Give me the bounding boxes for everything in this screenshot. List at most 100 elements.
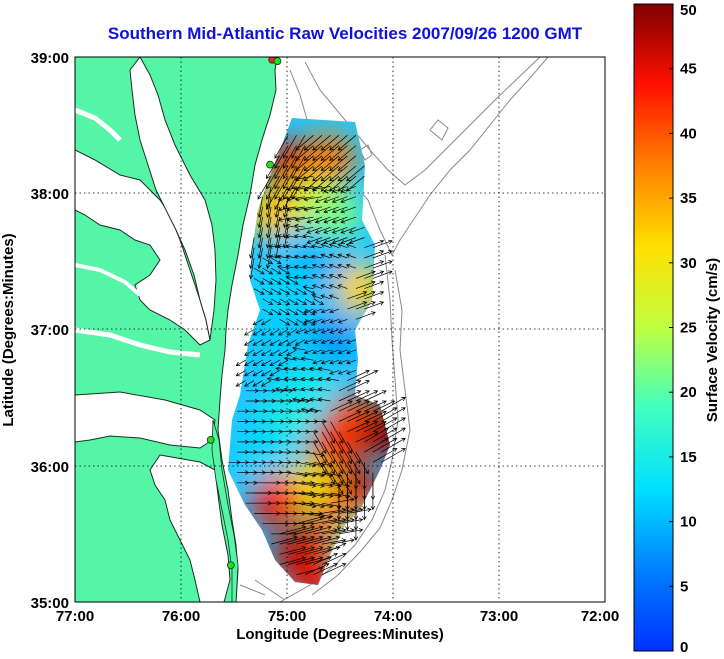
velocity-arrow — [292, 356, 306, 361]
velocity-arrow — [262, 298, 274, 305]
velocity-arrow — [345, 243, 357, 249]
velocity-arrow — [364, 390, 387, 402]
x-tick-label: 77:00 — [56, 608, 94, 625]
velocity-arrow — [329, 359, 340, 365]
velocity-arrow — [248, 247, 255, 270]
velocity-arrow — [275, 387, 289, 392]
velocity-arrow — [355, 451, 369, 475]
velocity-arrow — [320, 253, 331, 259]
velocity-arrow — [286, 186, 306, 192]
velocity-arrow — [283, 135, 297, 159]
velocity-arrow — [235, 370, 246, 377]
velocity-arrow — [303, 165, 323, 182]
velocity-arrow — [270, 278, 282, 285]
velocity-arrow — [303, 175, 323, 192]
velocity-arrow — [347, 462, 361, 485]
velocity-arrow — [323, 206, 340, 214]
velocity-arrow — [306, 237, 323, 244]
velocity-arrow — [293, 234, 306, 239]
velocity-arrow — [274, 186, 289, 210]
colorbar-tick-label: 35 — [680, 190, 697, 207]
velocity-arrow — [331, 237, 348, 244]
velocity-arrow — [320, 145, 340, 161]
velocity-arrow — [347, 369, 370, 381]
velocity-arrow — [337, 349, 348, 355]
velocity-arrow — [260, 349, 272, 356]
colorbar-tick-label: 45 — [680, 61, 697, 78]
velocity-arrow — [283, 155, 297, 180]
velocity-arrow — [295, 155, 314, 172]
velocity-arrow — [277, 216, 297, 222]
velocity-arrow — [265, 247, 272, 270]
velocity-arrow — [304, 563, 330, 576]
map-title: Southern Mid-Atlantic Raw Velocities 200… — [108, 24, 583, 43]
velocity-arrow — [372, 270, 393, 279]
velocity-arrow — [331, 226, 348, 234]
velocity-arrow — [355, 400, 379, 412]
velocity-arrow — [338, 517, 364, 525]
grid-lines — [75, 57, 605, 602]
y-tick-label: 35:00 — [31, 595, 69, 612]
velocity-arrow — [244, 380, 255, 387]
velocity-arrow — [269, 370, 280, 377]
velocity-arrow — [300, 376, 314, 382]
x-tick-label: 76:00 — [162, 608, 200, 625]
velocity-arrow — [302, 264, 314, 270]
velocity-arrow — [292, 387, 306, 392]
velocity-cell — [303, 133, 356, 186]
velocity-arrow — [311, 263, 323, 269]
velocity-arrow — [340, 186, 357, 193]
velocity-arrow — [294, 226, 314, 233]
velocity-arrow — [265, 227, 272, 249]
velocity-arrow — [312, 339, 323, 344]
velocity-arrow — [372, 427, 398, 443]
velocity-arrow — [364, 400, 387, 412]
velocity-arrow — [338, 451, 352, 475]
velocity-arrow — [266, 165, 280, 190]
velocity-arrow — [274, 227, 280, 249]
velocity-arrow — [262, 278, 274, 285]
velocity-arrow — [296, 449, 311, 455]
velocity-arrow — [303, 329, 314, 334]
velocity-arrow — [340, 206, 357, 214]
velocity-arrow — [312, 155, 331, 172]
velocity-arrow — [312, 175, 331, 192]
x-axis-label: Longitude (Degrees:Minutes) — [236, 626, 444, 643]
velocity-arrow — [302, 244, 314, 249]
velocity-arrow — [296, 298, 308, 305]
velocity-arrow — [330, 400, 353, 412]
velocity-arrow — [310, 244, 323, 249]
velocity-arrow — [277, 329, 289, 336]
velocity-arrow — [323, 196, 340, 204]
velocity-arrow — [279, 545, 307, 555]
colorbar-tick-label: 10 — [680, 514, 697, 531]
velocity-arrow — [285, 254, 297, 259]
y-tick-label: 39:00 — [31, 50, 69, 67]
velocity-arrow — [295, 135, 314, 151]
velocity-arrow — [291, 165, 306, 190]
velocity-arrow — [235, 380, 246, 387]
radar-station-marker — [206, 435, 215, 444]
velocity-arrow — [262, 308, 274, 316]
velocity-arrow — [294, 216, 314, 222]
velocity-vectors — [228, 135, 406, 576]
velocity-arrow — [270, 288, 282, 295]
velocity-arrow — [270, 298, 282, 305]
y-tick-label: 37:00 — [31, 322, 69, 339]
velocity-arrow — [320, 329, 331, 334]
velocity-arrow — [294, 206, 314, 212]
velocity-arrow — [293, 223, 306, 229]
velocity-arrow — [269, 359, 280, 366]
velocity-arrow — [300, 397, 314, 402]
y-axis-label: Latitude (Degrees:Minutes) — [0, 233, 17, 426]
velocity-arrow — [313, 535, 341, 545]
velocity-arrow — [321, 542, 347, 555]
velocity-arrow — [320, 175, 340, 192]
velocity-arrow — [270, 267, 282, 275]
velocity-arrow — [329, 349, 340, 355]
velocity-arrow — [252, 380, 263, 387]
map-frame — [74, 56, 606, 603]
velocity-arrow — [331, 196, 348, 204]
velocity-arrow — [372, 250, 393, 259]
velocity-arrow — [252, 329, 263, 336]
